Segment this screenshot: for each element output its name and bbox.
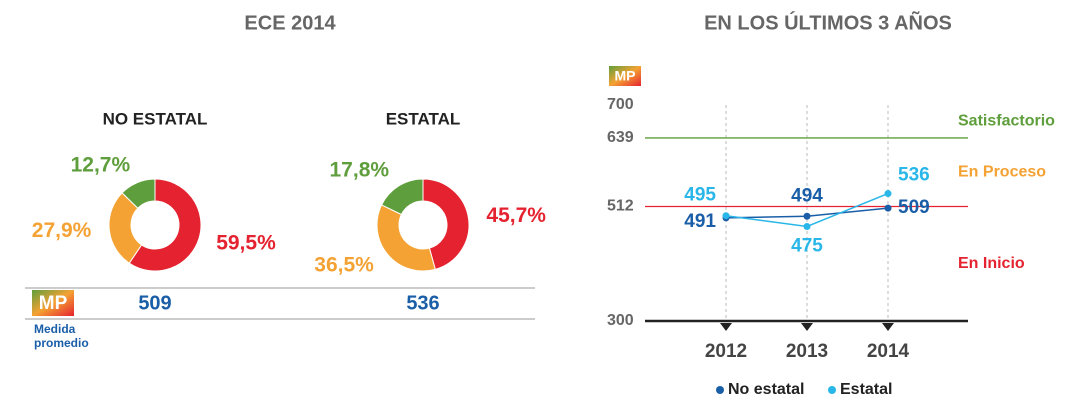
- pie-segment: [422, 178, 470, 270]
- y-tick-label: 300: [607, 312, 634, 329]
- badge: [609, 66, 641, 86]
- pie-label: 59,5%: [216, 231, 276, 254]
- pie-label: 17,8%: [330, 158, 390, 181]
- pie-label: 45,7%: [486, 204, 546, 227]
- badge-text: MP: [39, 293, 68, 314]
- chart-title: EN LOS ÚLTIMOS 3 AÑOS: [704, 10, 952, 34]
- pie-segment: [121, 178, 156, 209]
- point: [722, 212, 730, 220]
- x-tick: [801, 323, 813, 331]
- data-label: 509: [898, 197, 930, 218]
- data-label: 495: [684, 185, 716, 206]
- data-label: 494: [791, 185, 823, 206]
- x-tick: [882, 323, 894, 331]
- x-tick: [720, 323, 732, 331]
- y-tick-label: 700: [607, 96, 634, 113]
- point: [803, 212, 811, 220]
- section-title: ECE 2014: [244, 12, 336, 34]
- zone-label: En Proceso: [958, 163, 1046, 180]
- pie-label: 36,5%: [314, 253, 374, 276]
- data-label: 491: [684, 211, 716, 232]
- legend-marker: [828, 386, 836, 394]
- pie-title: NO ESTATAL: [103, 109, 208, 128]
- pie-segment: [380, 178, 424, 216]
- data-label: 475: [791, 236, 823, 257]
- y-tick-label: 639: [607, 129, 634, 146]
- badge: [32, 290, 74, 316]
- data-label: 536: [898, 165, 930, 186]
- zone-label: En Inicio: [958, 255, 1025, 272]
- point: [884, 204, 892, 212]
- point: [803, 223, 811, 230]
- legend-label: Estatal: [840, 381, 892, 398]
- mean-value: 509: [138, 292, 171, 314]
- point: [884, 190, 892, 198]
- legend-marker: [716, 386, 724, 394]
- mean-value: 536: [406, 292, 439, 314]
- y-tick-label: 512: [607, 198, 634, 215]
- badge-caption: Medida promedio: [34, 322, 89, 350]
- badge-text: MP: [615, 68, 636, 84]
- pie-label: 27,9%: [32, 219, 92, 242]
- pie-label: 12,7%: [71, 154, 131, 177]
- pie-segment: [376, 204, 436, 272]
- x-tick-label: 2012: [705, 341, 747, 362]
- pie-title: ESTATAL: [386, 109, 461, 128]
- legend-label: No estatal: [728, 381, 804, 398]
- pie-segment: [128, 178, 202, 272]
- x-tick-label: 2013: [786, 341, 828, 362]
- zone-label: Satisfactorio: [958, 113, 1055, 130]
- x-tick-label: 2014: [867, 341, 910, 362]
